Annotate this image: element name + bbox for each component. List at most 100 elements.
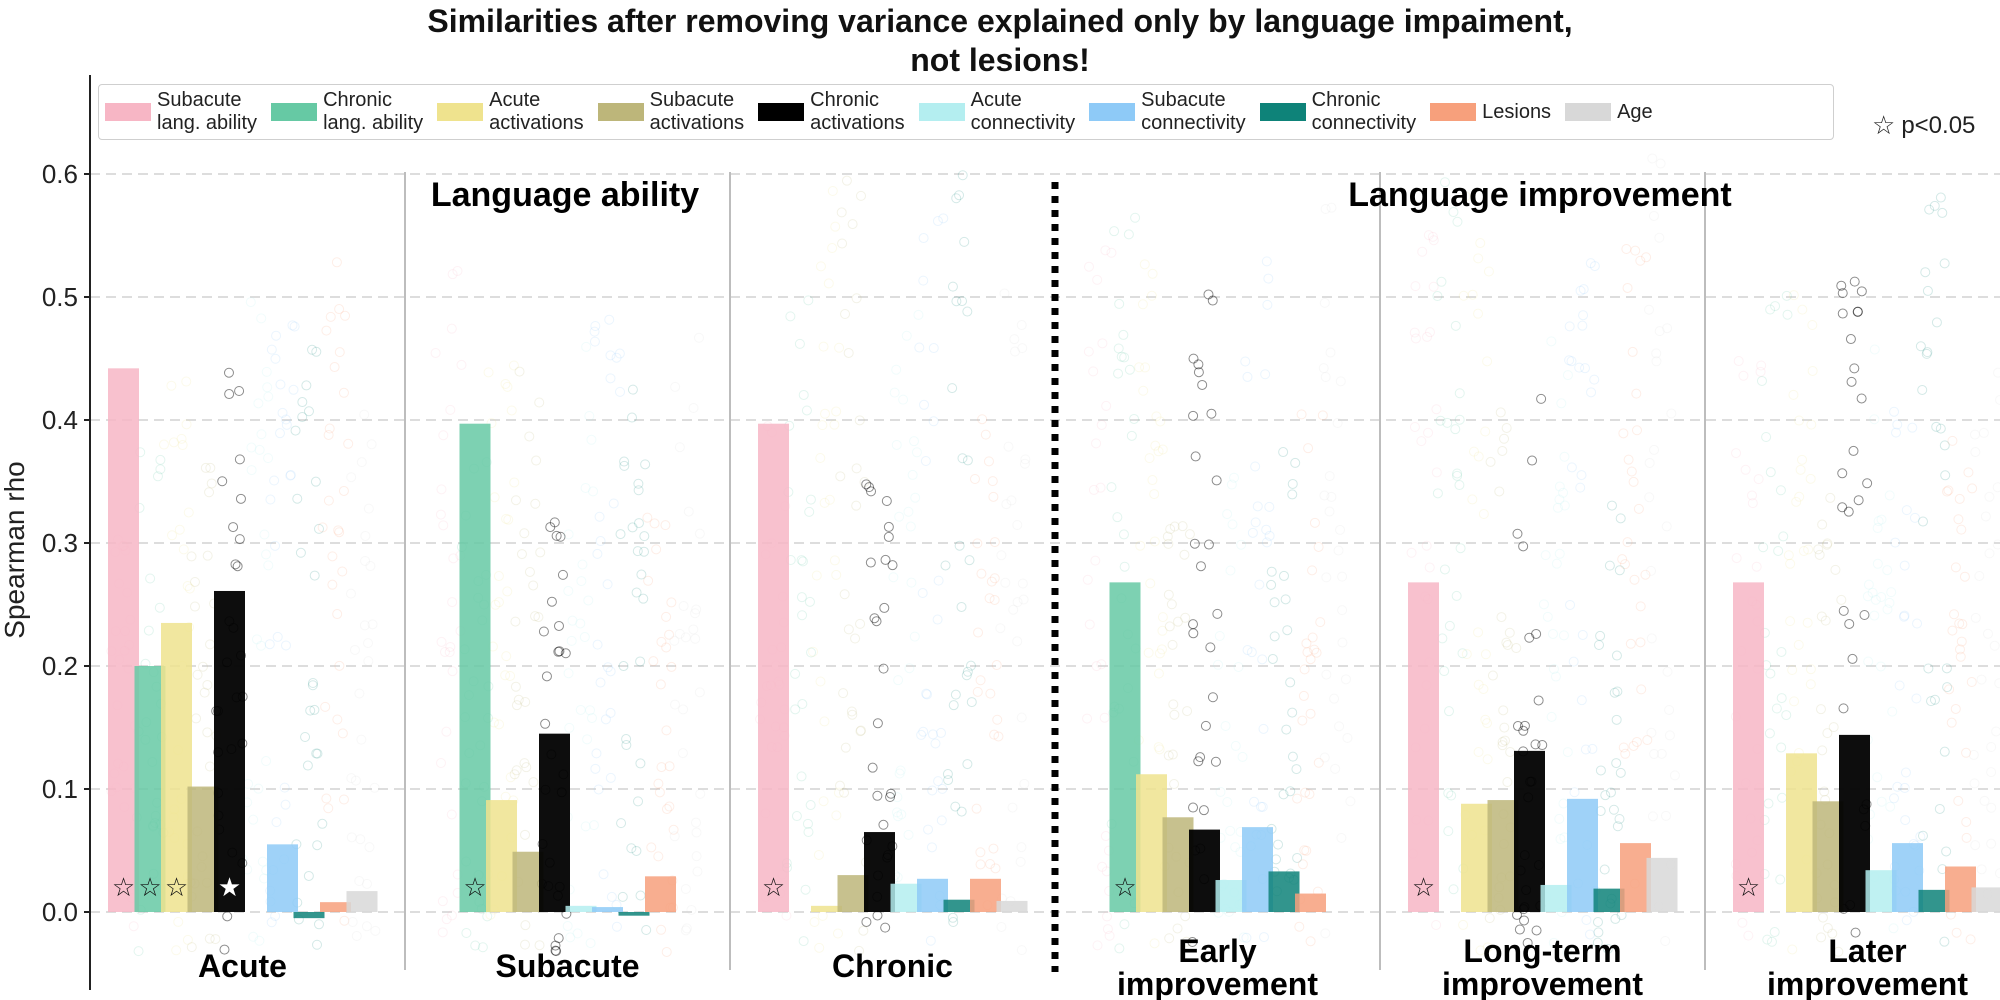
- scatter-point: [1229, 472, 1240, 483]
- y-tick-label: 0.1: [42, 774, 78, 804]
- scatter-point: [1448, 207, 1459, 218]
- group-label: improvement: [1117, 966, 1318, 1000]
- scatter-point: [1254, 579, 1265, 590]
- scatter-point: [1585, 258, 1596, 269]
- scatter-point: [655, 679, 666, 690]
- scatter-point: [1642, 735, 1653, 746]
- scatter-point: [1931, 317, 1942, 328]
- scatter-point: [669, 635, 680, 646]
- scatter-point: [1163, 538, 1174, 549]
- scatter-point: [1297, 859, 1308, 870]
- scatter-point: [1261, 537, 1272, 548]
- scatter-point: [1439, 177, 1450, 188]
- scatter-point: [248, 814, 259, 825]
- scatter-point: [205, 462, 216, 473]
- scatter-point: [309, 704, 320, 715]
- scatter-point: [1576, 695, 1587, 706]
- scatter-point: [954, 540, 965, 551]
- scatter-point: [1837, 288, 1848, 299]
- scatter-point: [1257, 654, 1268, 665]
- scatter-point: [1654, 232, 1665, 243]
- scatter-point: [1733, 356, 1744, 367]
- bar: [1408, 582, 1439, 912]
- scatter-point: [879, 602, 890, 613]
- scatter-point: [1262, 299, 1273, 310]
- legend: Subacute lang. ability Chronic lang. abil…: [98, 84, 1834, 140]
- scatter-point: [892, 792, 903, 803]
- scatter-point: [338, 485, 349, 496]
- scatter-point: [302, 760, 313, 771]
- scatter-point: [1921, 348, 1932, 359]
- scatter-point: [331, 257, 342, 268]
- scatter-point: [1628, 476, 1639, 487]
- scatter-point: [1797, 454, 1808, 465]
- scatter-point: [1082, 713, 1093, 724]
- scatter-point: [1986, 767, 1997, 778]
- scatter-point: [1287, 489, 1298, 500]
- scatter-point: [1612, 821, 1623, 832]
- scatter-point: [1113, 368, 1124, 379]
- label-layer: ☆ ☆ ☆ ★Acute☆Subacute☆Chronic☆Earlyimprovem…: [112, 176, 1968, 1000]
- scatter-point: [604, 314, 615, 325]
- scatter-point: [1884, 597, 1895, 608]
- scatter-point: [280, 414, 291, 425]
- scatter-point: [972, 538, 983, 549]
- scatter-point: [447, 269, 458, 280]
- scatter-point: [861, 916, 872, 927]
- scatter-point: [1630, 245, 1641, 256]
- scatter-point: [259, 529, 270, 540]
- scatter-point: [1993, 367, 2000, 378]
- scatter-point: [1000, 577, 1011, 588]
- legend-label: Chronic connectivity: [1311, 89, 1417, 134]
- scatter-point: [1612, 686, 1623, 697]
- scatter-point: [1255, 801, 1266, 812]
- scatter-point: [1856, 286, 1867, 297]
- scatter-point: [649, 518, 660, 529]
- scatter-point: [483, 367, 494, 378]
- scatter-point: [1214, 630, 1225, 641]
- scatter-point: [1758, 542, 1769, 553]
- scatter-point: [1112, 512, 1123, 523]
- scatter-point: [1336, 832, 1347, 843]
- scatter-point: [661, 642, 672, 653]
- scatter-point: [1017, 343, 1028, 354]
- scatter-point: [1421, 540, 1432, 551]
- scatter-point: [534, 397, 545, 408]
- scatter-point: [1852, 306, 1863, 317]
- scatter-point: [1593, 927, 1604, 938]
- scatter-point: [883, 531, 894, 542]
- scatter-point: [321, 325, 332, 336]
- scatter-point: [1610, 913, 1621, 924]
- scatter-point: [1887, 706, 1898, 717]
- scatter-point: [933, 776, 944, 787]
- scatter-point: [288, 384, 299, 395]
- bar: [1865, 870, 1897, 912]
- scatter-point: [790, 704, 801, 715]
- scatter-point: [370, 925, 381, 936]
- scatter-point: [932, 216, 943, 227]
- scatter-point: [155, 464, 166, 475]
- scatter-point: [1313, 757, 1324, 768]
- scatter-point: [1876, 592, 1887, 603]
- scatter-point: [832, 928, 843, 939]
- scatter-point: [1099, 712, 1110, 723]
- scatter-point: [797, 556, 808, 567]
- scatter-point: [1309, 644, 1320, 655]
- scatter-point: [168, 437, 179, 448]
- scatter-point: [280, 640, 291, 651]
- scatter-point: [1102, 924, 1113, 935]
- legend-label: Subacute connectivity: [1141, 89, 1246, 134]
- scatter-point: [1548, 664, 1559, 675]
- scatter-point: [584, 411, 595, 422]
- scatter-point: [605, 373, 616, 384]
- scatter-point: [447, 597, 458, 608]
- scatter-point: [251, 634, 262, 645]
- scatter-point: [1608, 804, 1619, 815]
- scatter-point: [303, 406, 314, 417]
- scatter-point: [1006, 495, 1017, 506]
- scatter-point: [674, 442, 685, 453]
- scatter-point: [833, 787, 844, 798]
- scatter-point: [582, 734, 593, 745]
- scatter-point: [1649, 748, 1660, 759]
- significance-star: ★: [218, 873, 241, 903]
